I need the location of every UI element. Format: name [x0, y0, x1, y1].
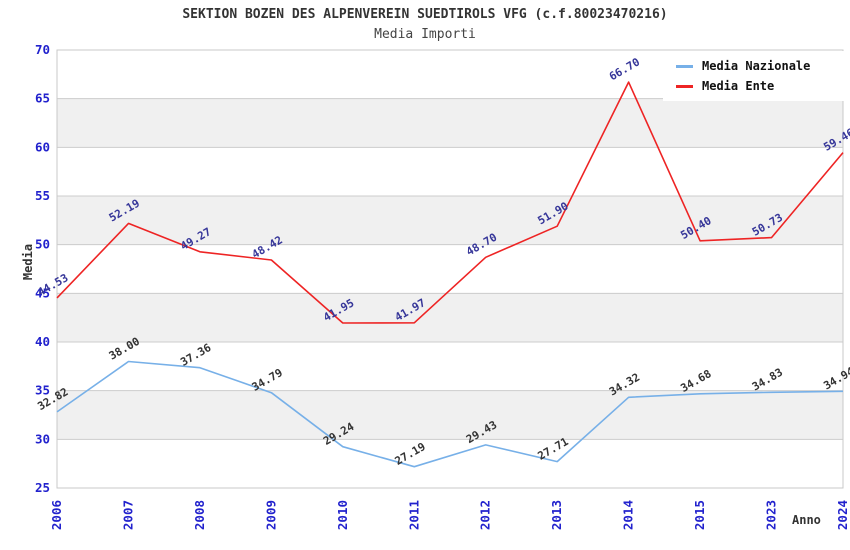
- line-swatch-media-ente: [676, 84, 693, 88]
- x-tick-label: 2013: [549, 500, 564, 530]
- x-tick-label: 2008: [192, 500, 207, 530]
- y-tick-label: 35: [35, 383, 50, 398]
- series-line-media-ente: [56, 81, 844, 324]
- legend-item-media-ente: Media Ente: [676, 79, 844, 93]
- y-axis-title: Media: [21, 243, 35, 281]
- x-axis-title: Anno: [792, 513, 821, 527]
- x-tick-label: 2011: [406, 500, 421, 530]
- y-tick-label: 55: [35, 188, 50, 203]
- y-tick-label: 40: [35, 334, 50, 349]
- legend-label: Media Ente: [702, 79, 775, 93]
- x-tick-label: 2014: [621, 500, 636, 530]
- y-tick-label: 30: [35, 431, 50, 446]
- series-line-media-nazionale: [56, 360, 844, 468]
- y-tick-label: 50: [35, 237, 50, 252]
- line-swatch-media-nazionale: [676, 64, 693, 68]
- y-tick-label: 60: [35, 139, 50, 154]
- data-label: 37.36: [178, 341, 214, 369]
- x-tick-label: 2007: [120, 500, 135, 530]
- data-label: 34.83: [750, 366, 785, 394]
- x-tick-label: 2015: [692, 500, 707, 530]
- legend-item-media-nazionale: Media Nazionale: [676, 59, 844, 73]
- x-tick-label: 2009: [263, 500, 278, 530]
- data-label: 34.79: [250, 366, 285, 394]
- x-tick-label: 2024: [835, 500, 850, 530]
- legend: Media Nazionale Media Ente: [663, 51, 844, 101]
- data-label: 34.94: [821, 364, 850, 392]
- chart-subtitle: Media Importi: [374, 27, 476, 42]
- plot-band: [57, 196, 843, 245]
- legend-label: Media Nazionale: [702, 59, 811, 73]
- x-tick-label: 2006: [49, 500, 64, 530]
- y-tick-label: 25: [35, 480, 50, 495]
- x-tick-label: 2012: [478, 500, 493, 530]
- plot-band: [57, 293, 843, 342]
- plot-band: [57, 98, 843, 148]
- chart-title: SEKTION BOZEN DES ALPENVEREIN SUEDTIROLS…: [182, 7, 668, 22]
- plot-border: [56, 49, 844, 489]
- y-tick-label: 65: [35, 91, 50, 106]
- x-tick-label: 2023: [764, 500, 779, 530]
- plot-band: [57, 390, 843, 440]
- y-tick-label: 45: [35, 285, 50, 300]
- y-tick-label: 70: [35, 42, 50, 57]
- data-label: 66.70: [607, 55, 642, 83]
- x-tick-label: 2010: [335, 500, 350, 530]
